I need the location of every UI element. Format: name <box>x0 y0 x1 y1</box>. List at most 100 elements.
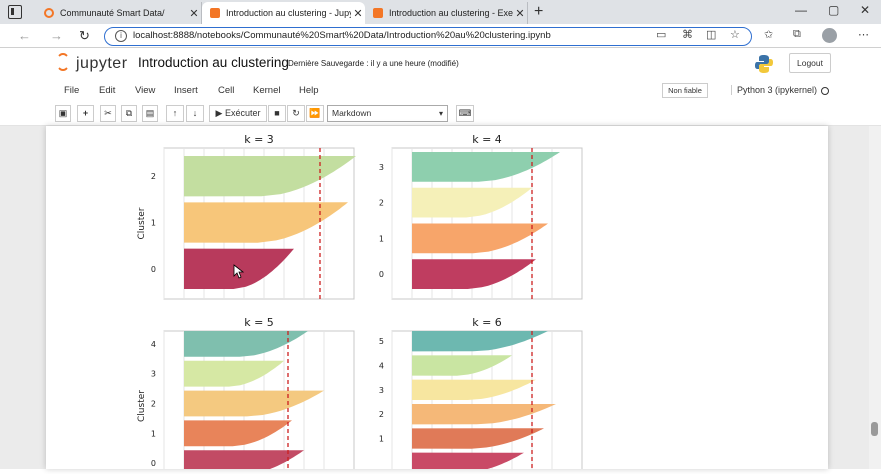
apps-icon[interactable]: ⌘ <box>682 29 693 41</box>
y-tick-label: 4 <box>151 340 156 349</box>
y-tick-label: 2 <box>379 410 384 419</box>
jupyter-logo-text: jupyter <box>76 55 128 72</box>
close-tab-icon[interactable]: ✕ <box>353 7 363 20</box>
menu-view[interactable]: View <box>135 85 156 96</box>
paste-icon: ▤ <box>145 108 155 118</box>
mouse-cursor-icon <box>233 264 245 279</box>
scrollbar-thumb[interactable] <box>871 422 878 436</box>
notebook-page: k = 3 Cluster 0 1 2 k = 4 0 1 2 3 k = 5 Cluster 0 1 2 3… <box>46 126 828 474</box>
menu-insert[interactable]: Insert <box>174 85 198 96</box>
tab-introduction-exercise[interactable]: Introduction au clustering - Exer ✕ <box>365 2 528 24</box>
run-button[interactable]: ▶ Exécuter <box>209 105 267 122</box>
new-tab-button[interactable]: + <box>534 3 544 20</box>
cut-button[interactable]: ✂ <box>100 105 116 122</box>
y-axis-label: Cluster <box>137 390 147 422</box>
tab-label: Communauté Smart Data/ <box>60 8 165 18</box>
tab-communaute[interactable]: Communauté Smart Data/ ✕ <box>36 2 202 24</box>
y-tick-label: 2 <box>151 172 156 181</box>
tab-introduction-jupyter[interactable]: Introduction au clustering - Jupy ✕ <box>202 2 365 24</box>
more-icon[interactable]: ⋯ <box>858 29 869 41</box>
restart-button[interactable]: ↻ <box>287 105 305 122</box>
scrollbar[interactable] <box>869 126 881 469</box>
notebook-title[interactable]: Introduction au clustering <box>138 55 289 70</box>
y-tick-label: 1 <box>151 429 156 438</box>
cluster-band <box>412 223 548 254</box>
immersive-reader-icon[interactable]: ◫ <box>706 29 717 41</box>
y-axis-label: Cluster <box>137 207 147 239</box>
back-icon[interactable]: ← <box>18 28 31 43</box>
stop-icon: ■ <box>274 108 280 118</box>
cluster-band <box>412 379 536 400</box>
interrupt-button[interactable]: ■ <box>268 105 286 122</box>
minimize-button[interactable]: — <box>795 3 807 17</box>
y-tick-label: 2 <box>151 400 156 409</box>
insert-cell-button[interactable]: + <box>77 105 94 122</box>
cluster-band <box>412 404 556 425</box>
plot-title: k = 6 <box>472 316 502 329</box>
silhouette-plots: k = 3 Cluster 0 1 2 k = 4 0 1 2 3 k = 5 Cluster 0 1 2 3… <box>137 133 583 474</box>
save-button[interactable]: ▣ <box>55 105 71 122</box>
url-field[interactable]: i localhost:8888/notebooks/Communauté%20… <box>104 27 752 46</box>
paste-button[interactable]: ▤ <box>142 105 158 122</box>
jupyter-logo-icon <box>56 53 70 71</box>
cell-type-value: Markdown <box>332 108 372 118</box>
cell-type-select[interactable]: Markdown ▾ <box>327 105 448 122</box>
favorites-icon[interactable]: ✩ <box>764 29 774 41</box>
menu-kernel[interactable]: Kernel <box>253 85 281 96</box>
command-palette-button[interactable]: ⌨ <box>456 105 474 122</box>
reload-icon[interactable]: ↻ <box>79 28 90 43</box>
plot-title: k = 3 <box>244 133 274 146</box>
cluster-band <box>412 152 560 182</box>
move-up-button[interactable]: ↑ <box>166 105 184 122</box>
jupyter-menu-bar: File Edit View Insert Cell Kernel Help N… <box>0 80 881 102</box>
cluster-band <box>412 355 512 376</box>
y-tick-label: 1 <box>379 435 384 444</box>
python-logo-icon <box>755 55 773 73</box>
cluster-band <box>412 187 532 218</box>
y-tick-label: 3 <box>379 386 384 395</box>
plot-frame <box>391 330 583 474</box>
forward-icon[interactable]: → <box>50 28 63 43</box>
close-tab-icon[interactable]: ✕ <box>515 7 525 20</box>
logout-button[interactable]: Logout <box>789 53 831 73</box>
y-tick-label: 1 <box>151 219 156 228</box>
y-tick-label: 2 <box>379 199 384 208</box>
menu-cell[interactable]: Cell <box>218 85 235 96</box>
menu-file[interactable]: File <box>64 85 80 96</box>
play-icon: ▶ <box>215 108 223 118</box>
info-icon[interactable]: i <box>115 30 127 42</box>
restart-icon: ↻ <box>292 108 300 118</box>
cluster-band <box>184 360 284 387</box>
jupyter-logo[interactable]: jupyter <box>56 53 128 73</box>
menu-help[interactable]: Help <box>299 85 319 96</box>
tab-actions-icon[interactable] <box>8 5 22 19</box>
url-text: localhost:8888/notebooks/Communauté%20Sm… <box>133 30 551 41</box>
arrow-down-icon: ↓ <box>192 108 198 118</box>
favorite-icon[interactable]: ☆ <box>730 29 740 41</box>
y-tick-label: 0 <box>379 270 384 279</box>
cluster-band <box>184 420 292 447</box>
move-down-button[interactable]: ↓ <box>186 105 204 122</box>
close-tab-icon[interactable]: ✕ <box>189 7 199 20</box>
y-tick-label: 5 <box>379 337 384 346</box>
plot-title: k = 4 <box>472 133 502 146</box>
collections-icon[interactable]: ⧉ <box>793 28 801 40</box>
address-bar-row: ← → ↻ i localhost:8888/notebooks/Communa… <box>0 24 881 48</box>
y-tick-label: 3 <box>151 370 156 379</box>
copy-button[interactable]: ⧉ <box>121 105 137 122</box>
avatar[interactable] <box>822 28 837 43</box>
plus-icon: + <box>82 108 89 118</box>
reader-view-icon[interactable]: ▭ <box>656 29 667 41</box>
scissors-icon: ✂ <box>104 108 112 118</box>
trusted-badge[interactable]: Non fiable <box>662 83 708 98</box>
copy-icon: ⧉ <box>125 108 133 118</box>
plot-title: k = 5 <box>244 316 274 329</box>
cluster-band <box>184 390 324 417</box>
maximize-button[interactable]: ▢ <box>828 3 840 17</box>
menu-edit[interactable]: Edit <box>99 85 116 96</box>
notebook-favicon-icon <box>210 8 220 18</box>
restart-run-all-button[interactable]: ⏩ <box>306 105 324 122</box>
y-tick-label: 0 <box>151 459 156 468</box>
cluster-band <box>184 331 308 357</box>
close-window-button[interactable]: ✕ <box>860 3 871 17</box>
